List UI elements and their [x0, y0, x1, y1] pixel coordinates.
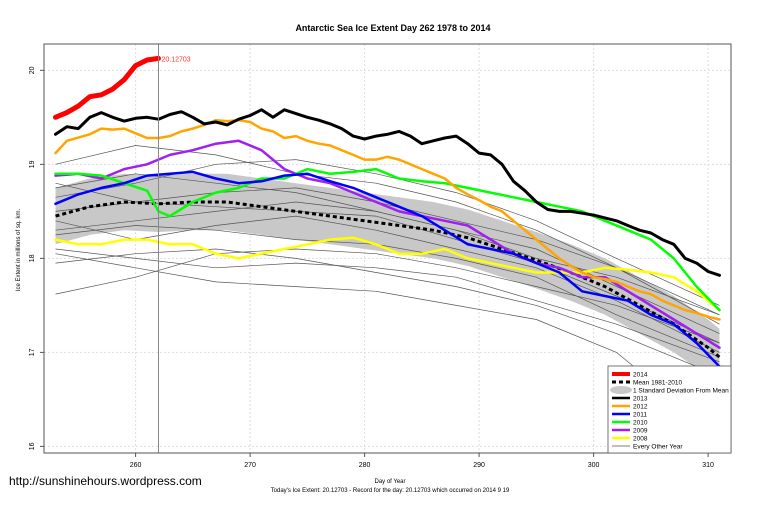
other-year-line [55, 159, 720, 306]
y-axis-label: Ice Extent in millions of sq. km. [16, 208, 22, 291]
other-year-line [55, 248, 720, 377]
legend-label: 2013 [633, 396, 648, 403]
series-line-2014 [53, 55, 161, 120]
x-tick-label: 280 [359, 462, 371, 469]
y-axis: 16 17 18 19 20 [29, 66, 44, 450]
legend-label: 2009 [633, 428, 648, 435]
series-line-2011 [54, 170, 721, 368]
other-year-line [55, 215, 720, 353]
chart-title: Antarctic Sea Ice Extent Day 262 1978 to… [295, 23, 490, 33]
x-tick-label: 260 [130, 462, 142, 469]
other-year-line [55, 145, 720, 316]
mean-1981-2010-line [55, 200, 721, 359]
series-line-2012 [54, 118, 721, 321]
series-line-2008 [54, 236, 721, 312]
legend-label: 1 Standard Deviation From Mean [633, 388, 729, 395]
y-tick-label: 19 [29, 160, 36, 168]
legend-label: 2014 [633, 372, 648, 379]
legend-label: Every Other Year [633, 444, 683, 451]
y-tick-label: 20 [29, 66, 36, 74]
legend-label: 2010 [633, 420, 648, 427]
y-tick-label: 18 [29, 254, 36, 262]
other-year-line [55, 253, 720, 438]
x-tick-label: 290 [473, 462, 485, 469]
current-value-label: 20.12703 [162, 56, 191, 63]
x-axis-label: Day of Year [374, 479, 405, 485]
series-line-2013 [54, 108, 721, 277]
sd-band-area [55, 173, 720, 386]
x-axis: 260 270 280 290 300 310 [130, 453, 714, 469]
y-tick-label: 17 [29, 348, 36, 356]
chart-subtitle: Today's Ice Extent: 20.12703 - Record fo… [271, 488, 510, 494]
legend-label: 2012 [633, 404, 648, 411]
x-tick-label: 310 [702, 462, 714, 469]
legend-swatch [610, 386, 632, 394]
legend-label: 2011 [633, 412, 647, 419]
watermark: http://sunshinehours.wordpress.com [9, 474, 202, 488]
other-year-line [55, 201, 720, 334]
mean-line [55, 200, 721, 359]
x-tick-label: 270 [244, 462, 256, 469]
y-tick-label: 16 [29, 442, 36, 450]
x-tick-label: 300 [588, 462, 600, 469]
other-year-line [55, 248, 720, 344]
legend-label: 2008 [633, 436, 648, 443]
markers: 20.12703 [158, 44, 191, 453]
sd-band [55, 173, 720, 386]
plot-frame [43, 43, 732, 454]
legend-label: Mean 1981-2010 [633, 380, 683, 387]
other-year-line [55, 248, 720, 363]
